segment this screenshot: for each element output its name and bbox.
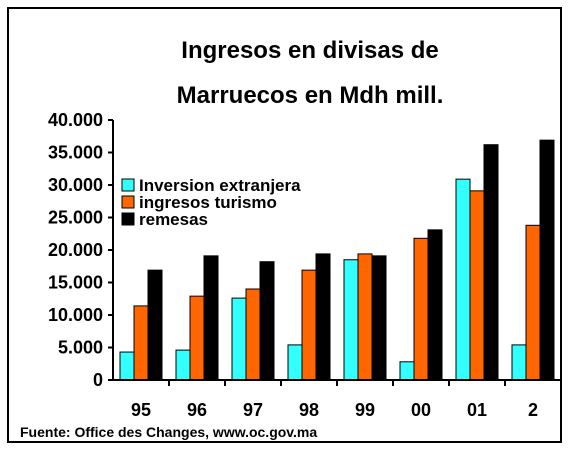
bar — [343, 259, 359, 381]
bar — [525, 224, 541, 381]
bar — [413, 237, 429, 381]
y-tick-label: 35.000 — [48, 143, 103, 163]
legend-label: Inversion extranjera — [139, 176, 301, 195]
y-tick-label: 25.000 — [48, 208, 103, 228]
bar — [259, 261, 275, 381]
bar — [287, 344, 303, 381]
x-tick-label: 97 — [243, 400, 263, 420]
bar — [245, 288, 261, 381]
y-tick-label: 15.000 — [48, 273, 103, 293]
source-note: Fuente: Office des Changes, www.oc.gov.m… — [20, 424, 317, 440]
legend-swatch — [121, 178, 135, 192]
y-tick-label: 5.000 — [58, 338, 103, 358]
y-tick-label: 40.000 — [48, 110, 103, 130]
x-tick-label: 99 — [355, 400, 375, 420]
bar — [133, 305, 149, 381]
chart-title: Marruecos en Mdh mill. — [177, 82, 444, 109]
bar — [147, 269, 163, 381]
bar — [455, 178, 471, 381]
bar — [189, 295, 205, 381]
bar — [469, 190, 485, 381]
bar — [511, 344, 527, 381]
bar — [301, 269, 317, 381]
y-tick-label: 20.000 — [48, 240, 103, 260]
bar — [119, 351, 135, 381]
bar — [231, 297, 247, 381]
legend-swatch — [121, 195, 135, 209]
y-tick-label: 30.000 — [48, 175, 103, 195]
bar — [175, 349, 191, 381]
bar — [203, 255, 219, 381]
bar — [399, 361, 415, 381]
bar — [539, 139, 555, 381]
y-tick-label: 0 — [93, 370, 103, 390]
legend-label: ingresos turismo — [139, 193, 277, 212]
y-tick-label: 10.000 — [48, 305, 103, 325]
x-tick-label: 98 — [299, 400, 319, 420]
legend-label: remesas — [139, 210, 208, 229]
bar — [315, 253, 331, 381]
bar — [371, 255, 387, 381]
x-tick-label: 95 — [131, 400, 151, 420]
bar — [483, 144, 499, 381]
chart-title: Ingresos en divisas de — [181, 37, 438, 64]
x-tick-label: 00 — [411, 400, 431, 420]
x-tick-label: 01 — [467, 400, 487, 420]
bar — [357, 253, 373, 381]
x-tick-label: 96 — [187, 400, 207, 420]
bar — [427, 229, 443, 381]
x-tick-label: 2 — [528, 400, 538, 420]
legend-swatch — [121, 212, 135, 226]
